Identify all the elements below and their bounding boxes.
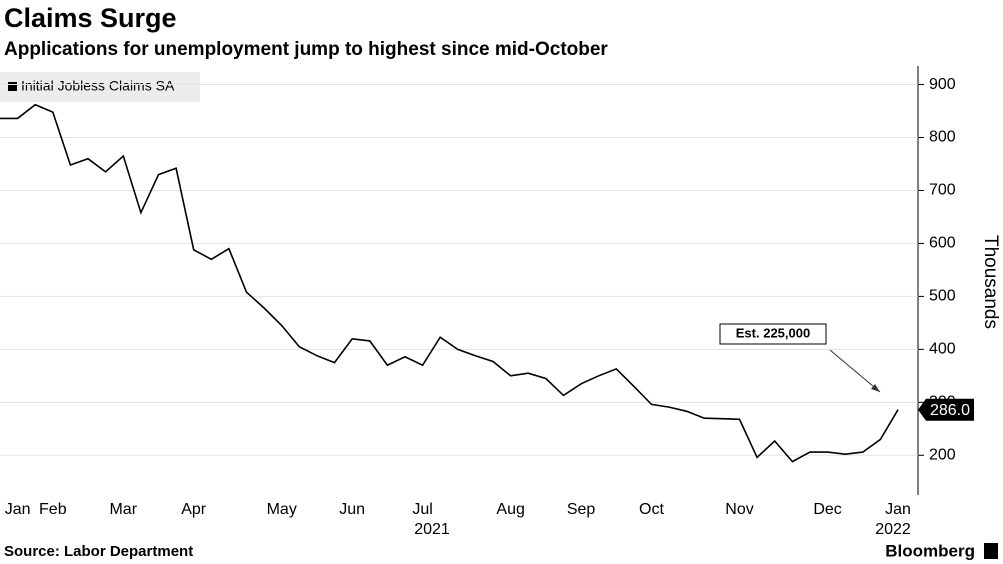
y-tick-label: 500 — [929, 288, 956, 305]
x-tick-label: Jan — [885, 501, 911, 518]
legend-box — [0, 72, 200, 102]
annotation-arrowhead — [871, 384, 880, 392]
x-tick-label: Dec — [813, 501, 841, 518]
y-tick-label: 600 — [929, 235, 956, 252]
year-label: 2021 — [414, 521, 450, 538]
x-tick-label: Aug — [496, 501, 524, 518]
x-tick-label: May — [267, 501, 297, 518]
x-tick-label: Jul — [412, 501, 432, 518]
legend-swatch — [8, 82, 17, 91]
annotation-arrow — [829, 349, 881, 393]
x-tick-label: Jan — [5, 501, 31, 518]
y-tick-label: 700 — [929, 182, 956, 199]
chart-title: Claims Surge — [4, 3, 177, 33]
x-tick-label: Jun — [339, 501, 365, 518]
annotation-box — [719, 323, 827, 345]
y-tick-label: 200 — [929, 446, 956, 463]
x-tick-label: Apr — [181, 501, 207, 518]
y-axis-label: Thousands — [980, 235, 1001, 329]
x-tick-label: Oct — [639, 501, 664, 518]
legend-entry: Initial Jobless Claims SA — [21, 78, 175, 94]
y-tick-label: 800 — [929, 129, 956, 146]
brand-icon — [984, 543, 998, 559]
y-tick-label: 900 — [929, 76, 956, 93]
chart-subtitle: Applications for unemployment jump to hi… — [4, 39, 608, 60]
year-label: 2022 — [875, 521, 911, 538]
brand: Bloomberg — [885, 541, 975, 560]
annotation: Est. 225,000 — [736, 325, 810, 340]
y-tick-label: 400 — [929, 341, 956, 358]
x-tick-label: Sep — [567, 501, 596, 518]
source: Source: Labor Department — [4, 543, 193, 560]
series-line — [0, 103, 899, 463]
x-tick-label: Nov — [725, 501, 753, 518]
last-value-label: 286.0 — [930, 402, 970, 419]
last-value-box — [918, 398, 974, 421]
x-tick-label: Feb — [39, 501, 67, 518]
x-tick-label: Mar — [109, 501, 137, 518]
